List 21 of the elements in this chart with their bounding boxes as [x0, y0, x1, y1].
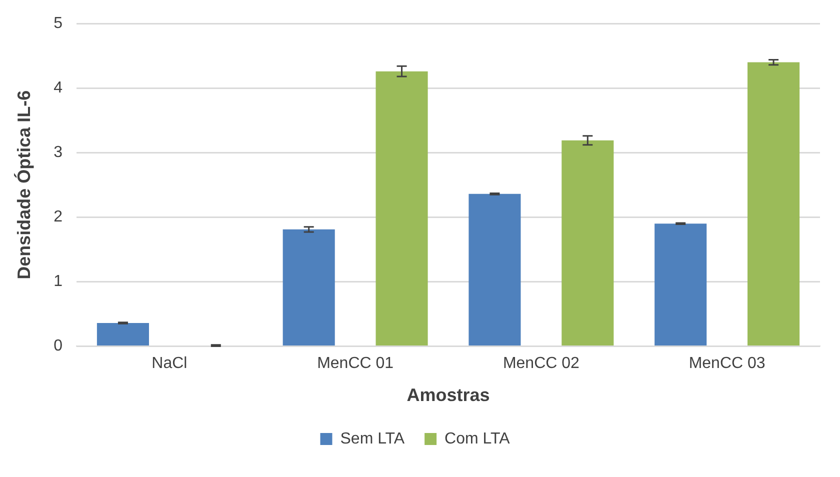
y-tick-label: 1 — [54, 273, 63, 290]
bar — [282, 229, 335, 346]
bar — [654, 224, 707, 346]
bar — [748, 62, 800, 346]
y-tick-label: 0 — [54, 338, 63, 355]
legend-label: Sem LTA — [340, 430, 405, 448]
y-tick-label: 3 — [54, 144, 63, 162]
bar — [376, 71, 428, 346]
bar — [96, 322, 149, 346]
x-tick-label: NaCl — [152, 355, 188, 372]
y-tick-label: 5 — [54, 15, 63, 32]
x-tick-label: MenCC 02 — [502, 355, 580, 372]
x-axis-title: Amostras — [406, 385, 490, 406]
legend-label: Com LTA — [444, 430, 510, 448]
bar — [468, 194, 521, 346]
y-tick-label: 4 — [54, 80, 63, 97]
bar — [562, 140, 614, 346]
x-tick-label: MenCC 01 — [317, 355, 394, 372]
x-tick-label: MenCC 03 — [688, 355, 766, 372]
y-tick-label: 2 — [54, 208, 63, 226]
y-axis-title: Densidade Óptica IL-6 — [14, 90, 34, 280]
